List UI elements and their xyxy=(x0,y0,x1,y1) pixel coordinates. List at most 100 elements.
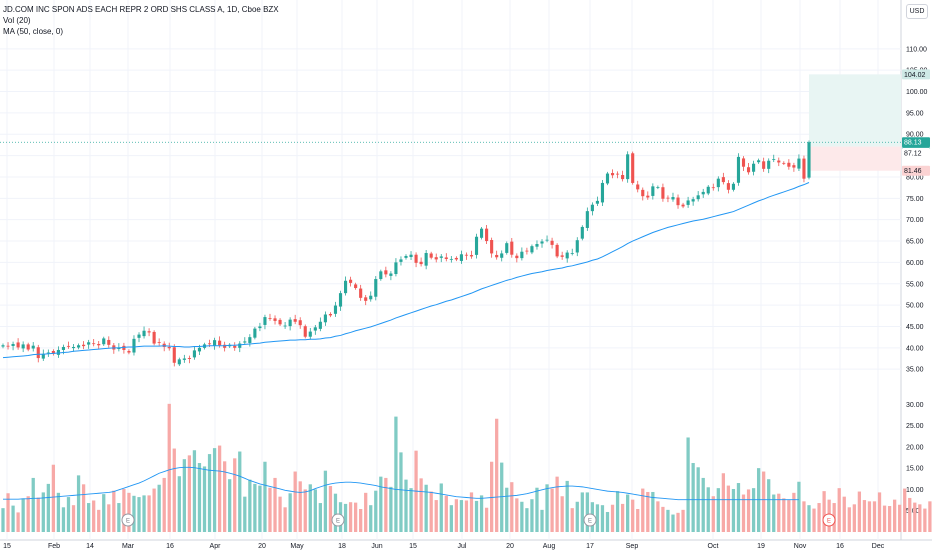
volume-bar xyxy=(631,499,635,532)
candle-body xyxy=(122,345,126,350)
candle-body xyxy=(711,187,715,189)
price-tick-label: 70.00 xyxy=(906,217,924,224)
candle-body xyxy=(757,160,761,163)
volume-bar xyxy=(263,461,267,532)
volume-bar xyxy=(822,491,826,532)
candle-body xyxy=(616,173,620,175)
profit-zone xyxy=(809,74,901,147)
ma-indicator-label[interactable]: MA (50, close, 0) xyxy=(3,27,64,36)
volume-bar xyxy=(484,507,489,532)
candle-body xyxy=(152,331,156,344)
candle-body xyxy=(550,240,554,245)
volume-bar xyxy=(903,488,907,532)
volume-bar xyxy=(127,492,131,532)
volume-bar xyxy=(464,500,469,532)
candle-body xyxy=(1,345,5,347)
candle-body xyxy=(333,305,338,314)
candle-body xyxy=(273,318,277,321)
price-tick-label: 60.00 xyxy=(906,260,924,267)
candle-body xyxy=(87,342,91,345)
candle-body xyxy=(469,255,474,257)
volume-bar xyxy=(81,484,86,532)
last-price-tag-bg xyxy=(902,137,930,148)
volume-bar xyxy=(505,487,509,532)
volume-bar xyxy=(676,512,680,532)
time-tick-label: 15 xyxy=(409,543,417,550)
volume-bar xyxy=(202,466,207,532)
candle-body xyxy=(238,343,242,348)
volume-bar xyxy=(439,483,443,532)
candle-body xyxy=(636,184,640,190)
candle-body xyxy=(686,200,690,205)
volume-bar xyxy=(16,512,20,532)
time-tick-label: Sep xyxy=(626,543,639,550)
candle-body xyxy=(610,173,615,176)
candle-body xyxy=(248,337,252,343)
volume-bar xyxy=(253,483,257,532)
candle-body xyxy=(82,344,86,347)
volume-indicator-label[interactable]: Vol (20) xyxy=(3,16,31,25)
candle-body xyxy=(328,313,332,316)
volume-bar xyxy=(817,503,821,532)
volume-bar xyxy=(661,506,665,532)
volume-bar xyxy=(862,500,867,532)
volume-bar xyxy=(610,504,615,532)
candle-body xyxy=(107,339,111,345)
candle-body xyxy=(343,280,348,294)
volume-bar xyxy=(641,488,645,532)
candle-body xyxy=(540,241,544,244)
earnings-marker-label: E xyxy=(336,519,340,525)
candle-body xyxy=(626,154,630,180)
volume-bar xyxy=(711,496,715,532)
candle-body xyxy=(338,293,343,307)
time-tick-label: 20 xyxy=(258,543,266,550)
candle-body xyxy=(303,326,307,337)
candle-body xyxy=(419,261,423,265)
candle-body xyxy=(661,187,665,199)
volume-bar xyxy=(736,483,741,532)
candle-body xyxy=(258,326,262,329)
volume-bar xyxy=(887,506,892,532)
volume-bar xyxy=(273,477,277,532)
candle-body xyxy=(233,345,237,348)
volume-bar xyxy=(318,503,322,532)
volume-bar xyxy=(802,501,806,532)
time-tick-label: Mar xyxy=(122,543,135,550)
volume-bar xyxy=(122,488,126,532)
candle-body xyxy=(187,357,191,359)
candle-body xyxy=(439,256,443,258)
price-tick-label: 35.00 xyxy=(906,367,924,374)
candle-body xyxy=(716,178,720,188)
volume-bar xyxy=(877,492,882,532)
volume-bar xyxy=(782,498,786,532)
volume-bar xyxy=(1,508,5,532)
volume-bar xyxy=(41,492,45,532)
symbol-title[interactable]: JD.COM INC SPON ADS EACH REPR 2 ORD SHS … xyxy=(3,5,279,14)
candle-body xyxy=(354,284,358,289)
volume-bar xyxy=(520,501,524,532)
volume-bar xyxy=(328,486,333,532)
volume-bar xyxy=(449,505,453,532)
volume-bar xyxy=(751,488,756,532)
candle-body xyxy=(520,251,524,259)
candle-body xyxy=(56,349,60,355)
candle-body xyxy=(142,330,146,337)
time-tick-label: Aug xyxy=(543,543,556,550)
volume-bar xyxy=(348,502,353,532)
candle-body xyxy=(485,228,489,242)
volume-bar xyxy=(495,418,499,532)
volume-bar xyxy=(6,493,10,532)
earnings-marker xyxy=(583,513,597,527)
candle-body xyxy=(147,331,151,333)
candle-body xyxy=(535,244,539,247)
volume-bar xyxy=(21,498,25,532)
currency-button[interactable]: USD xyxy=(906,4,928,19)
candle-body xyxy=(298,320,302,326)
candle-body xyxy=(11,343,15,347)
volume-bar xyxy=(46,483,50,532)
time-tick-label: May xyxy=(290,543,304,550)
candle-body xyxy=(641,189,645,197)
volume-bar xyxy=(490,461,494,532)
